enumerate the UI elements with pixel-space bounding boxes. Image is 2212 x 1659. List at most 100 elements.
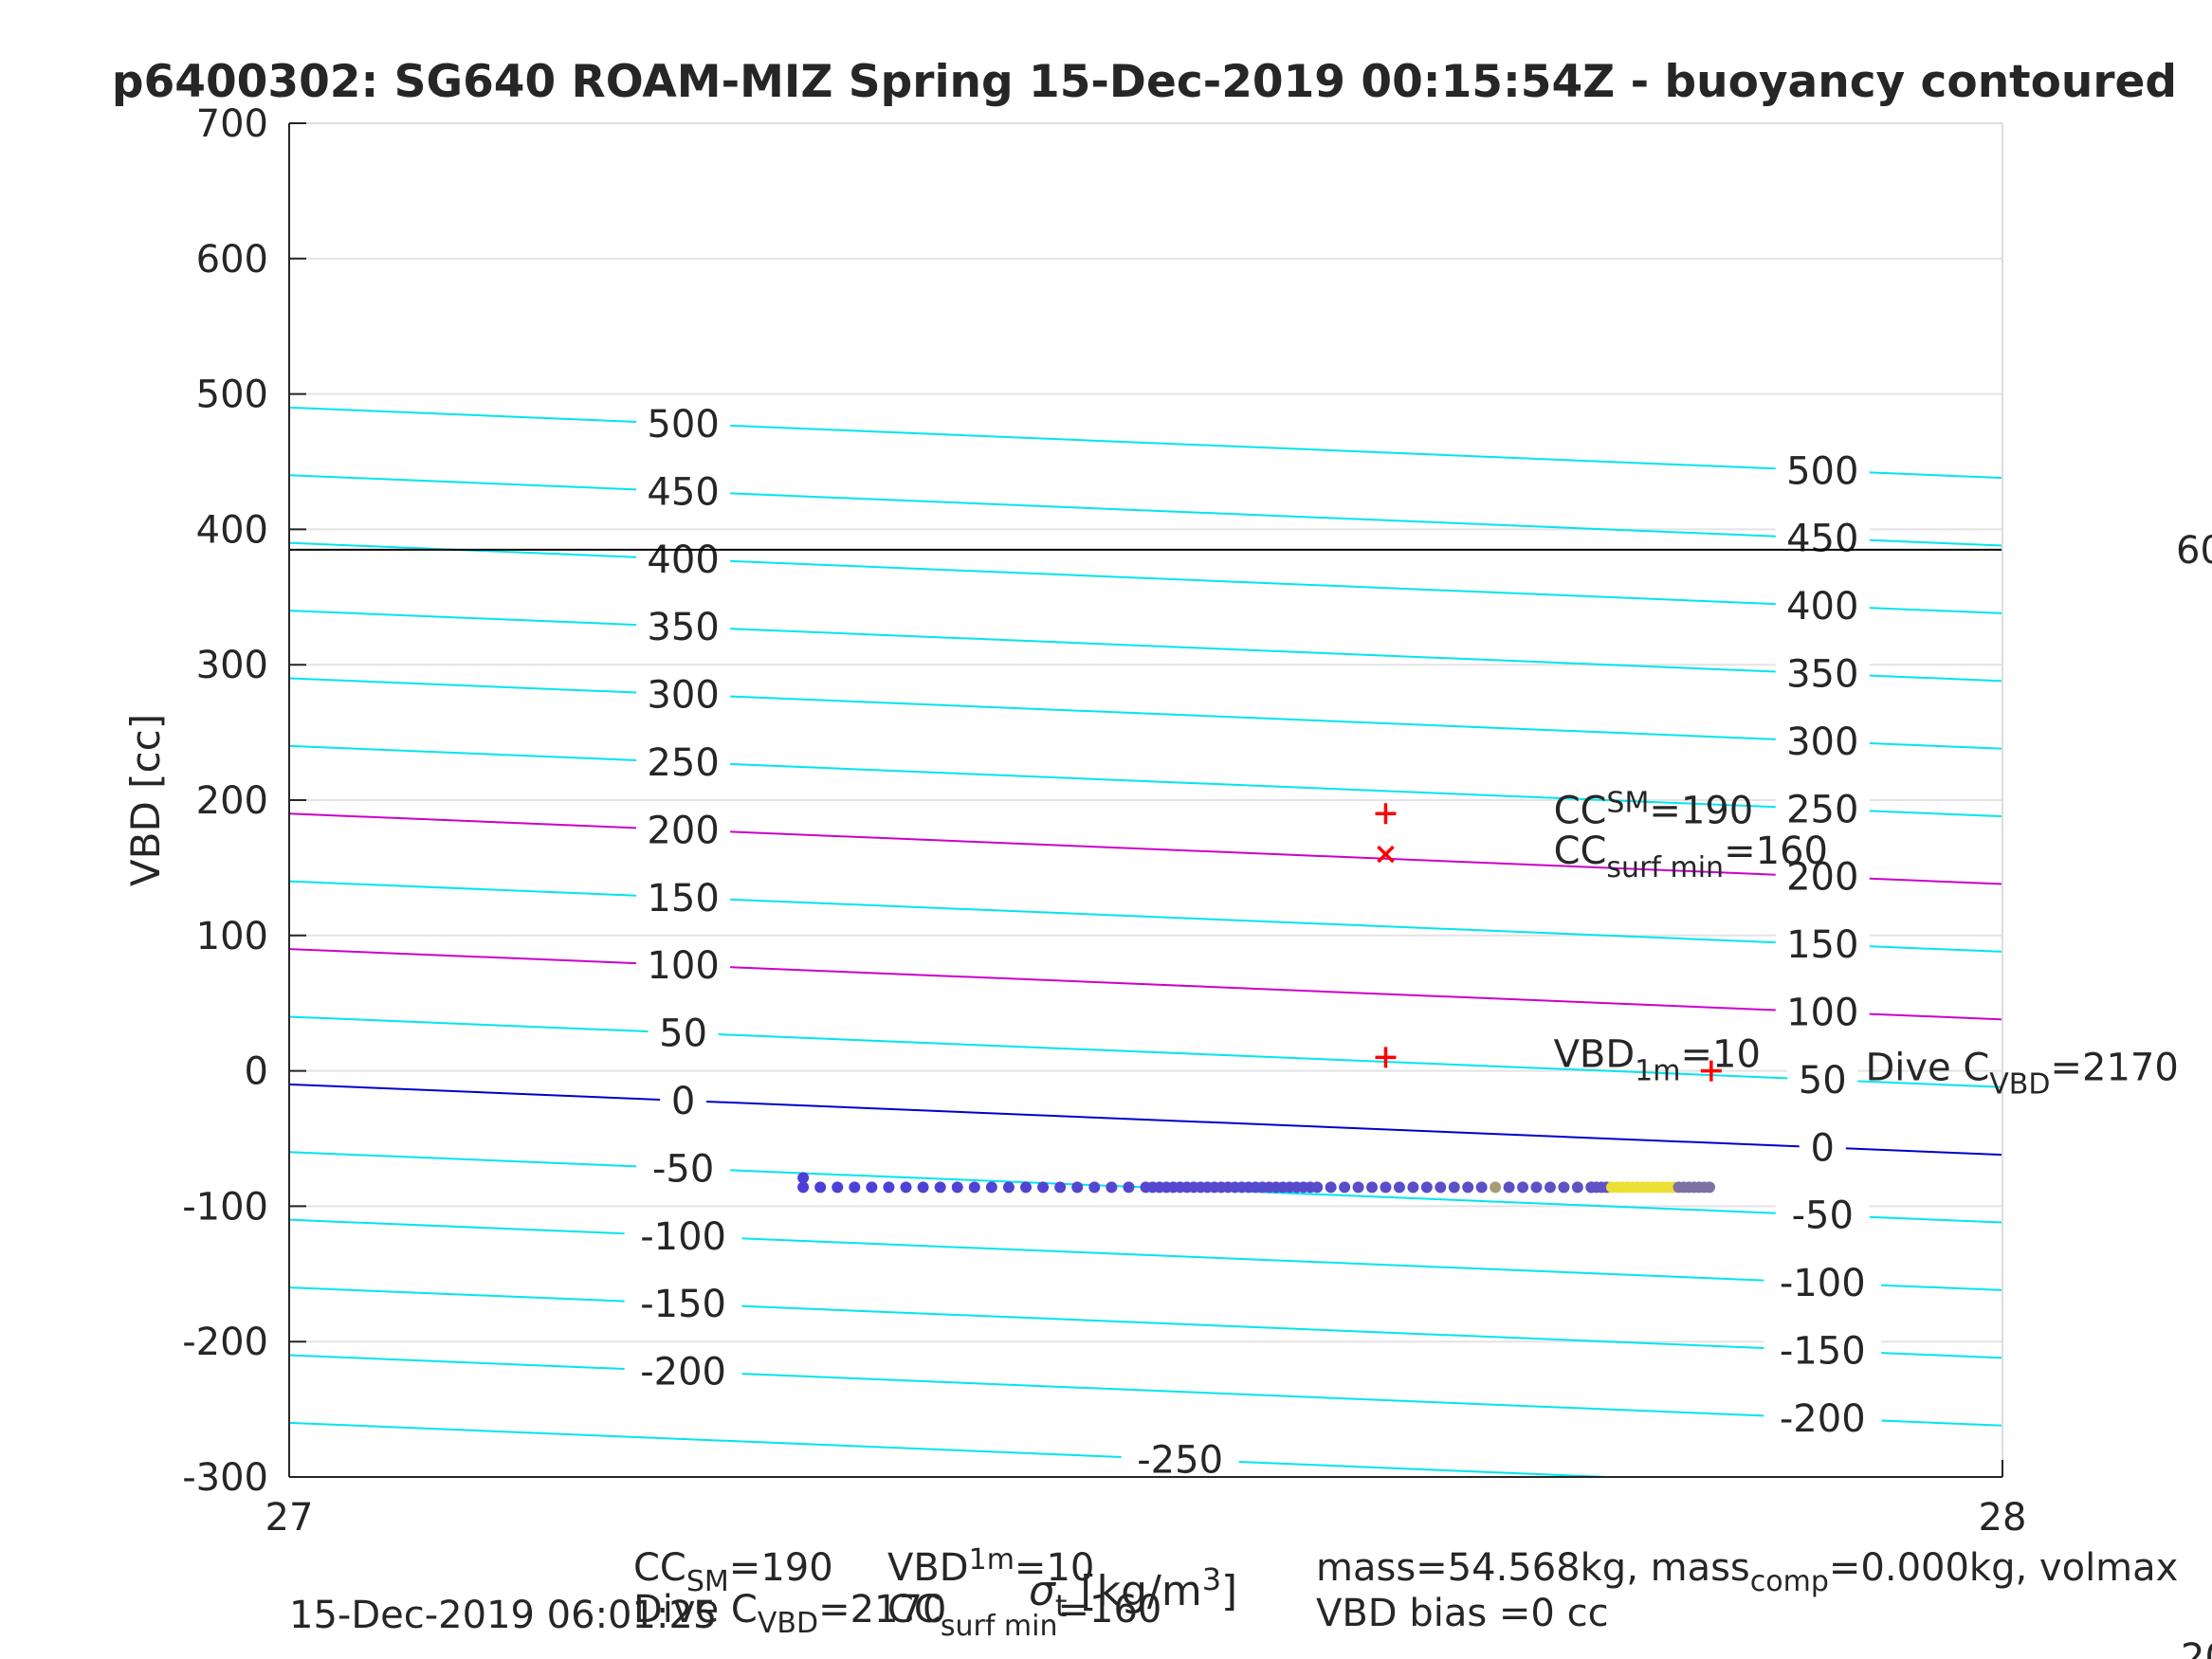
scatter-point-0	[797, 1181, 810, 1194]
footer-dive-prefix: Dive C	[633, 1588, 758, 1632]
scatter-point-47	[1339, 1181, 1351, 1194]
y-tick-label-8: 500	[196, 374, 268, 417]
x-axis-label-unit-a: [kg/m	[1067, 1567, 1201, 1615]
contour-label-bg-left-4	[636, 673, 731, 716]
annotation-value-0: =190	[1649, 789, 1753, 832]
contour-line-5	[288, 744, 2003, 818]
contour-label-bg-left-5	[636, 740, 731, 783]
scatter-point-6	[900, 1181, 912, 1194]
contour-label-bg-left-7	[636, 876, 731, 919]
contour-label-left-12: -100	[640, 1215, 726, 1259]
scatter-point-64	[1571, 1181, 1583, 1194]
contour-line-4	[288, 677, 2003, 750]
annotation-sub-3: VBD	[1989, 1068, 2050, 1102]
y-tick-label-2: -100	[182, 1185, 268, 1229]
contour-label-right-5: 250	[1786, 788, 1858, 831]
annotation-main-0: CC	[1554, 789, 1607, 832]
contour-label-left-2: 400	[647, 538, 719, 582]
scatter-point-outlier	[797, 1172, 810, 1184]
contour-label-bg-right-0	[1775, 449, 1870, 492]
contour-line-8	[288, 948, 2003, 1021]
contour-label-bg-left-1	[636, 470, 731, 513]
footer-cc-surf-value: =160	[1058, 1588, 1162, 1632]
scatter-point-51	[1393, 1181, 1405, 1194]
scatter-point-10	[968, 1181, 980, 1194]
contour-label-left-11: -50	[652, 1147, 714, 1191]
annotation-value-2: =10	[1680, 1032, 1760, 1076]
y-axis-label: VBD [cc]	[122, 714, 169, 886]
scatter-points	[797, 1172, 1716, 1194]
contour-line-0	[288, 406, 2003, 480]
scatter-point-60	[1517, 1181, 1529, 1194]
chart-title: p6400302: SG640 ROAM-MIZ Spring 15-Dec-2…	[112, 56, 2177, 108]
y-tick-label-6: 300	[196, 644, 268, 687]
contour-label-bg-left-8	[636, 944, 731, 987]
x-axis-label-sigma: σ	[1029, 1567, 1056, 1615]
annotation-main-3: Dive C	[1865, 1047, 1989, 1090]
scatter-point-14	[1037, 1181, 1050, 1194]
contour-label-right-7: 150	[1786, 923, 1858, 967]
contour-label-bg-right-3	[1775, 652, 1870, 695]
contour-label-bg-right-7	[1775, 923, 1870, 966]
footer-vbd-1m-prefix: VBD	[887, 1546, 969, 1590]
annotation-sub-0: SM	[1606, 786, 1649, 819]
marker-x-1	[1377, 845, 1395, 864]
x-ticks: 27 28	[265, 1460, 2027, 1540]
scatter-point-46	[1325, 1181, 1337, 1194]
grid-lines	[289, 122, 2002, 1343]
contour-label-bg-right-8	[1775, 991, 1870, 1033]
contour-label-right-9: 50	[1799, 1059, 1847, 1103]
scatter-point-15	[1054, 1181, 1067, 1194]
footer-cc-sm: CCSM=190	[633, 1546, 833, 1598]
scatter-point-58	[1490, 1181, 1502, 1194]
marker-plus-0	[1375, 803, 1397, 825]
scatter-point-62	[1544, 1181, 1556, 1194]
footer-vbd-1m-sub: 1m	[969, 1543, 1015, 1577]
contour-label-left-7: 150	[647, 877, 719, 921]
footer-cc-surf-min: CCsurf min=160	[887, 1588, 1161, 1643]
contour-line-9	[288, 1015, 2003, 1088]
contour-label-left-0: 500	[647, 403, 719, 447]
contour-line-7	[288, 880, 2003, 953]
footer-cc-sm-value: =190	[729, 1546, 833, 1590]
scatter-point-48	[1352, 1181, 1364, 1194]
contour-line-1	[288, 474, 2003, 547]
annotation-value-3: =2170	[2051, 1047, 2179, 1090]
scatter-point-1	[814, 1181, 827, 1194]
contour-label-right-13: -150	[1780, 1330, 1866, 1374]
scatter-point-18	[1106, 1181, 1118, 1194]
contour-label-bg-right-4	[1775, 720, 1870, 762]
scatter-point-45	[1311, 1181, 1324, 1194]
contour-label-right-4: 300	[1786, 720, 1858, 764]
footer-cc-surf-sub: surf min	[941, 1610, 1058, 1643]
annotation-sub-1: surf min	[1606, 851, 1724, 884]
x-axis-label-unit-b: ]	[1221, 1567, 1237, 1615]
reference-line-label: 60	[2176, 529, 2212, 573]
contour-label-left-8: 100	[647, 944, 719, 988]
contour-label-right-6: 200	[1786, 856, 1858, 900]
x-axis-label-sigma-sub: t	[1055, 1588, 1068, 1624]
contour-label-right-1: 450	[1786, 518, 1858, 561]
y-tick-label-7: 400	[196, 508, 268, 552]
footer-cc-surf-prefix: CC	[887, 1588, 941, 1632]
annotation-sub-2: 1m	[1635, 1054, 1680, 1087]
footer-edge-fragment: 20	[2181, 1636, 2212, 1659]
red-markers	[1375, 803, 1722, 1082]
contour-label-right-2: 400	[1786, 585, 1858, 629]
scatter-point-56	[1462, 1181, 1474, 1194]
footer-vbd-1m: VBD1m=10	[887, 1543, 1094, 1590]
scatter-point-8	[934, 1181, 946, 1194]
y-tick-label-1: -200	[182, 1321, 268, 1364]
x-tick-label-1: 28	[1979, 1496, 2027, 1540]
annotation-1: CCsurf min=160	[1554, 830, 1828, 884]
scatter-point-89	[1704, 1181, 1716, 1194]
footer-mass: mass=54.568kg, masscomp=0.000kg, volmax	[1316, 1546, 2178, 1598]
scatter-point-57	[1475, 1181, 1488, 1194]
scatter-point-59	[1503, 1181, 1515, 1194]
contour-label-bg-left-15	[1121, 1438, 1239, 1481]
contour-label-bg-left-6	[636, 809, 731, 851]
contour-line-3	[288, 610, 2003, 683]
contour-label-left-5: 250	[647, 741, 719, 785]
scatter-point-61	[1530, 1181, 1543, 1194]
scatter-point-13	[1020, 1181, 1033, 1194]
